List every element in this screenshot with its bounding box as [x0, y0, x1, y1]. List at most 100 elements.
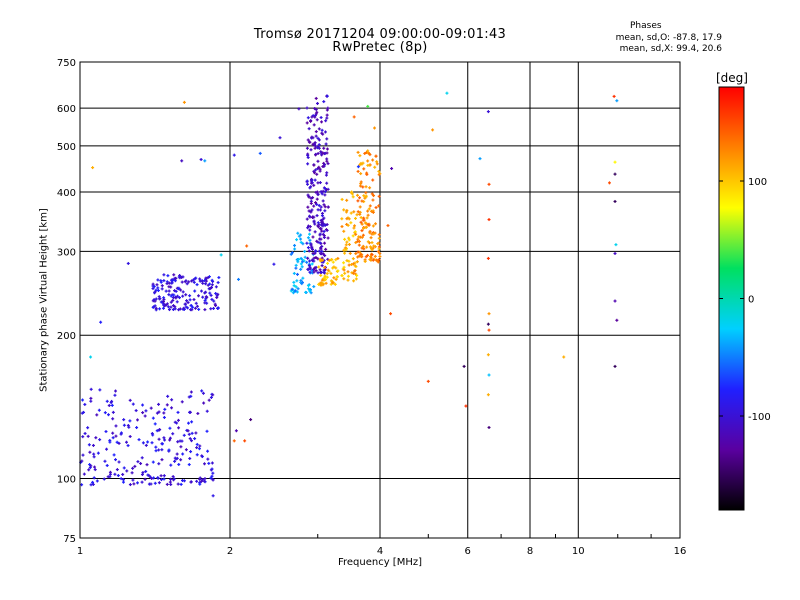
data-point: [320, 131, 324, 135]
chart-subtitle: RwPretec (8p): [332, 40, 428, 55]
data-point: [322, 100, 326, 104]
data-point: [325, 137, 329, 141]
data-point: [211, 494, 215, 498]
data-point: [128, 435, 132, 439]
data-point: [177, 462, 181, 466]
data-point: [174, 296, 178, 300]
data-point: [236, 277, 240, 281]
data-point: [185, 299, 189, 303]
data-point: [354, 252, 358, 256]
data-point: [234, 429, 238, 433]
data-point: [316, 152, 320, 156]
data-point: [211, 478, 215, 482]
data-point: [166, 305, 170, 309]
data-point: [156, 286, 160, 290]
data-point: [613, 299, 617, 303]
data-point: [179, 288, 183, 292]
data-point: [358, 205, 362, 209]
data-point: [160, 458, 164, 462]
data-point: [232, 439, 236, 443]
data-point: [156, 476, 160, 480]
data-point: [111, 436, 115, 440]
data-point: [156, 278, 160, 282]
data-point: [487, 218, 491, 222]
data-point: [312, 270, 316, 274]
data-point: [172, 273, 176, 277]
data-point: [308, 265, 312, 269]
data-point: [321, 217, 325, 221]
chart-title: Tromsø 20171204 09:00:00-09:01:43: [253, 27, 507, 42]
data-point: [301, 276, 305, 280]
data-point: [177, 287, 181, 291]
data-point: [363, 151, 367, 155]
data-point: [169, 477, 173, 481]
data-point: [317, 127, 321, 131]
data-point: [377, 204, 381, 208]
data-point: [102, 477, 106, 481]
data-point: [161, 300, 165, 304]
data-point: [342, 261, 346, 265]
data-point: [151, 416, 155, 420]
data-point: [106, 413, 110, 417]
data-point: [311, 251, 315, 255]
data-point: [150, 441, 154, 445]
data-point: [163, 438, 167, 442]
data-point: [214, 304, 218, 308]
data-point: [140, 456, 144, 460]
data-point: [319, 273, 323, 277]
data-point: [144, 409, 148, 413]
data-point: [232, 153, 236, 157]
data-point: [613, 199, 617, 203]
data-point: [464, 404, 468, 408]
data-point: [176, 482, 180, 486]
data-point: [309, 148, 313, 152]
data-point: [313, 113, 317, 117]
data-point: [210, 474, 214, 478]
data-point: [358, 154, 362, 158]
data-point: [174, 289, 178, 293]
data-point: [157, 462, 161, 466]
data-point: [131, 478, 135, 482]
data-point: [168, 480, 172, 484]
data-point: [371, 224, 375, 228]
data-point: [195, 446, 199, 450]
data-point: [323, 241, 327, 245]
data-point: [314, 134, 318, 138]
data-point: [314, 250, 318, 254]
data-point: [314, 96, 318, 100]
data-point: [162, 477, 166, 481]
data-point: [297, 257, 301, 261]
data-point: [198, 482, 202, 486]
data-point: [320, 214, 324, 218]
data-point: [181, 275, 185, 279]
data-point: [112, 453, 116, 457]
data-point: [305, 179, 309, 183]
data-point: [310, 246, 314, 250]
data-point: [325, 151, 329, 155]
data-point: [162, 436, 166, 440]
x-tick-label: 2: [227, 546, 233, 557]
data-point: [162, 474, 166, 478]
data-point: [486, 256, 490, 260]
data-point: [128, 419, 132, 423]
data-point: [374, 206, 378, 210]
data-point: [365, 216, 369, 220]
data-point: [359, 172, 363, 176]
data-point: [126, 423, 130, 427]
data-point: [135, 418, 139, 422]
data-point: [356, 210, 360, 214]
data-point: [360, 229, 364, 233]
data-point: [121, 472, 125, 476]
data-point: [313, 266, 317, 270]
data-point: [89, 399, 93, 403]
data-point: [303, 255, 307, 259]
data-point: [342, 208, 346, 212]
data-point: [173, 459, 177, 463]
data-point: [331, 281, 335, 285]
data-point: [377, 194, 381, 198]
data-point: [91, 480, 95, 484]
data-point: [154, 445, 158, 449]
data-point: [487, 373, 491, 377]
data-point: [201, 295, 205, 299]
data-point: [613, 251, 617, 255]
